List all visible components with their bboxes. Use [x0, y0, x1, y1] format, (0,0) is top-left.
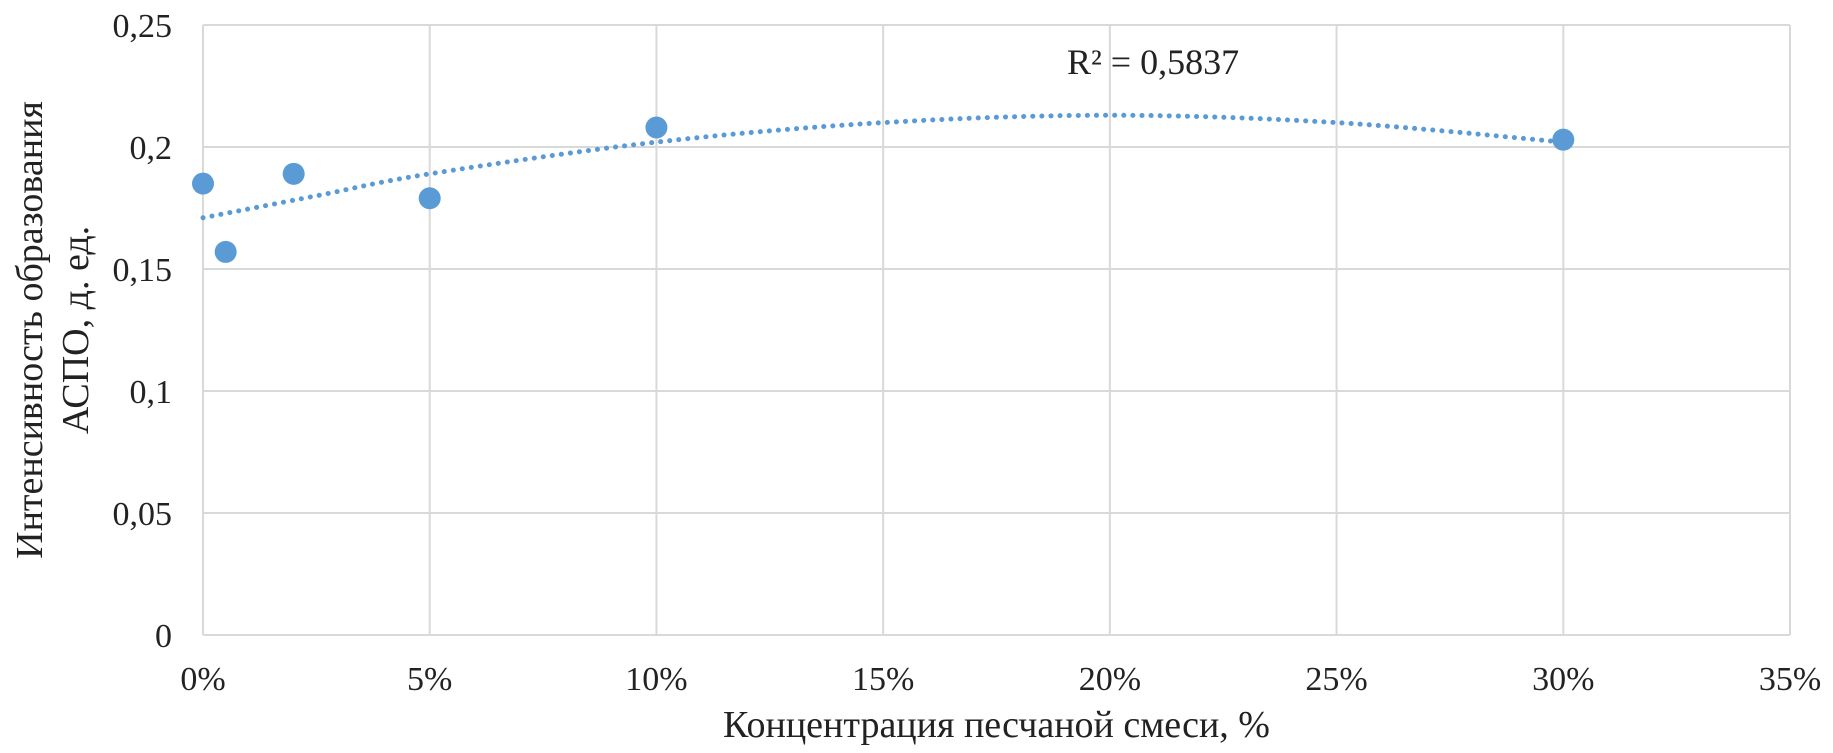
x-tick-label-3: 15%	[852, 661, 914, 698]
y-axis-title-line-1: Интенсивность образования	[9, 101, 51, 559]
data-point-5	[1552, 128, 1575, 151]
x-tick-label-0: 0%	[180, 661, 225, 698]
y-tick-label-1: 0,05	[113, 496, 173, 533]
x-tick-labels: 0% 5% 10% 15% 20% 25% 30% 35%	[180, 661, 1821, 698]
x-tick-label-1: 5%	[407, 661, 452, 698]
x-tick-label-6: 30%	[1532, 661, 1594, 698]
x-tick-label-5: 25%	[1305, 661, 1367, 698]
y-tick-labels: 0 0,05 0,1 0,15 0,2 0,25	[113, 8, 173, 655]
grid-lines	[202, 24, 1791, 636]
x-tick-label-7: 35%	[1759, 661, 1821, 698]
data-point-3	[418, 187, 441, 210]
data-point-4	[645, 116, 668, 139]
data-point-2	[282, 162, 305, 185]
trendline-layer	[200, 112, 1566, 221]
trendline	[200, 112, 1566, 221]
y-axis-title-line-2: АСПО, д. ед.	[55, 226, 97, 434]
x-tick-label-4: 20%	[1079, 661, 1141, 698]
data-point-0	[192, 172, 214, 195]
y-tick-label-4: 0,2	[130, 130, 173, 167]
y-tick-label-2: 0,1	[130, 374, 173, 411]
r-squared-annotation: R² = 0,5837	[1067, 42, 1239, 82]
y-tick-label-5: 0,25	[113, 8, 173, 45]
data-point-1	[214, 240, 237, 263]
data-points	[192, 116, 1575, 263]
x-axis-title: Концентрация песчаной смеси, %	[723, 704, 1270, 746]
y-axis-title: Интенсивность образования АСПО, д. ед.	[9, 101, 97, 559]
y-tick-label-0: 0	[155, 618, 172, 655]
x-tick-label-2: 10%	[625, 661, 687, 698]
y-tick-label-3: 0,15	[113, 252, 173, 289]
